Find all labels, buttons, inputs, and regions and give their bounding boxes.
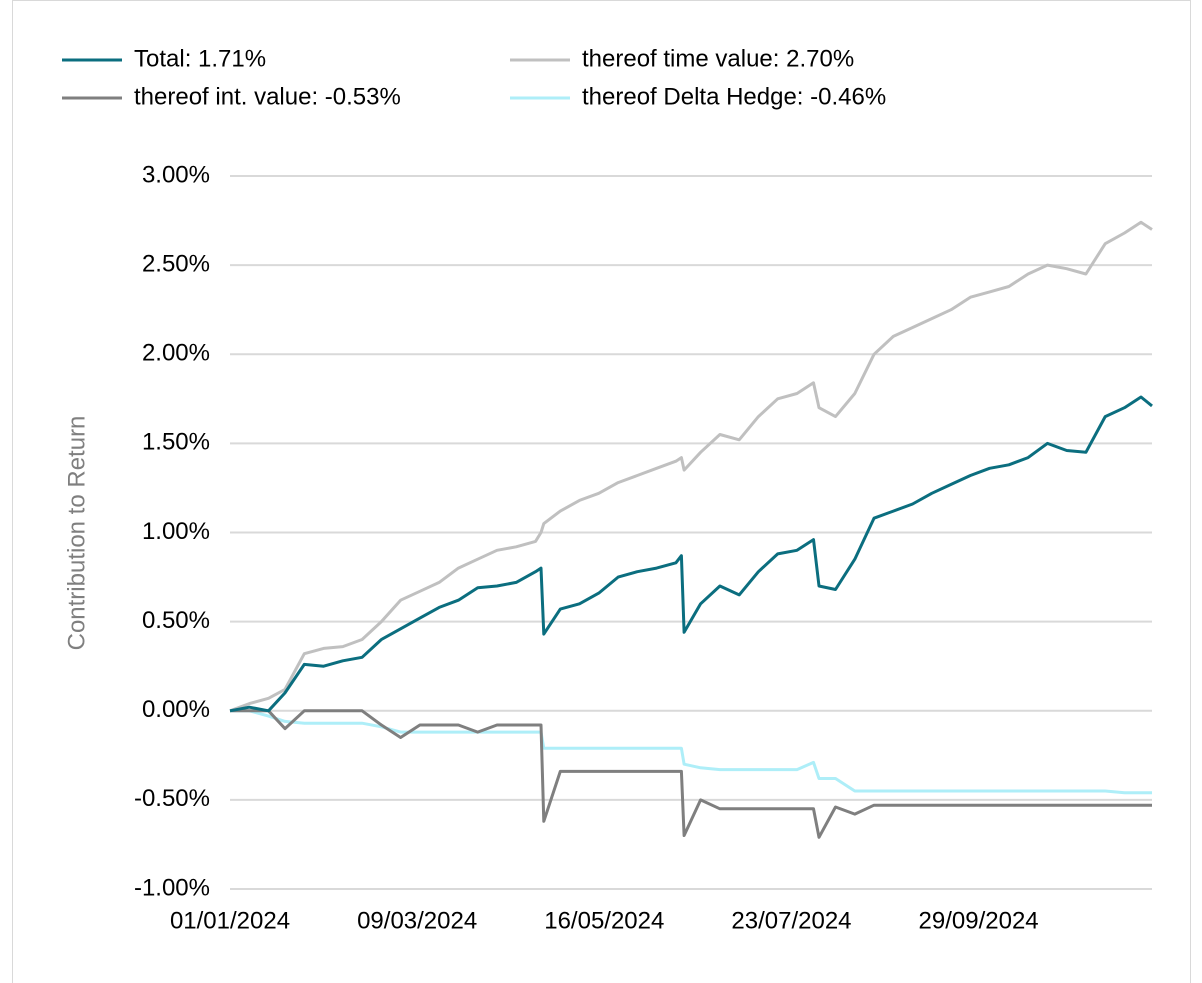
series-line xyxy=(230,709,1152,839)
series-line xyxy=(230,709,1152,795)
y-tick-label: 1.50% xyxy=(142,429,210,456)
y-tick-label: 0.00% xyxy=(142,696,210,723)
y-tick-label: 2.00% xyxy=(142,340,210,367)
y-tick-label: -1.00% xyxy=(134,874,210,901)
y-tick-label: 2.50% xyxy=(142,250,210,277)
x-tick-label: 29/09/2024 xyxy=(919,907,1039,934)
y-tick-label: -0.50% xyxy=(134,785,210,812)
legend-label: thereof time value: 2.70% xyxy=(582,45,854,72)
y-axis-label: Contribution to Return xyxy=(63,416,90,651)
y-tick-label: 3.00% xyxy=(142,161,210,188)
y-tick-label: 0.50% xyxy=(142,607,210,634)
y-tick-label: 1.00% xyxy=(142,518,210,545)
legend-label: thereof Delta Hedge: -0.46% xyxy=(582,83,886,110)
legend-label: thereof int. value: -0.53% xyxy=(134,83,401,110)
x-tick-label: 09/03/2024 xyxy=(357,907,477,934)
x-tick-label: 16/05/2024 xyxy=(544,907,664,934)
series-line xyxy=(229,220,1153,713)
x-tick-label: 23/07/2024 xyxy=(731,907,851,934)
series-line xyxy=(229,395,1153,713)
x-tick-label: 01/01/2024 xyxy=(170,907,290,934)
frame xyxy=(12,0,1191,983)
legend-label: Total: 1.71% xyxy=(134,45,266,72)
